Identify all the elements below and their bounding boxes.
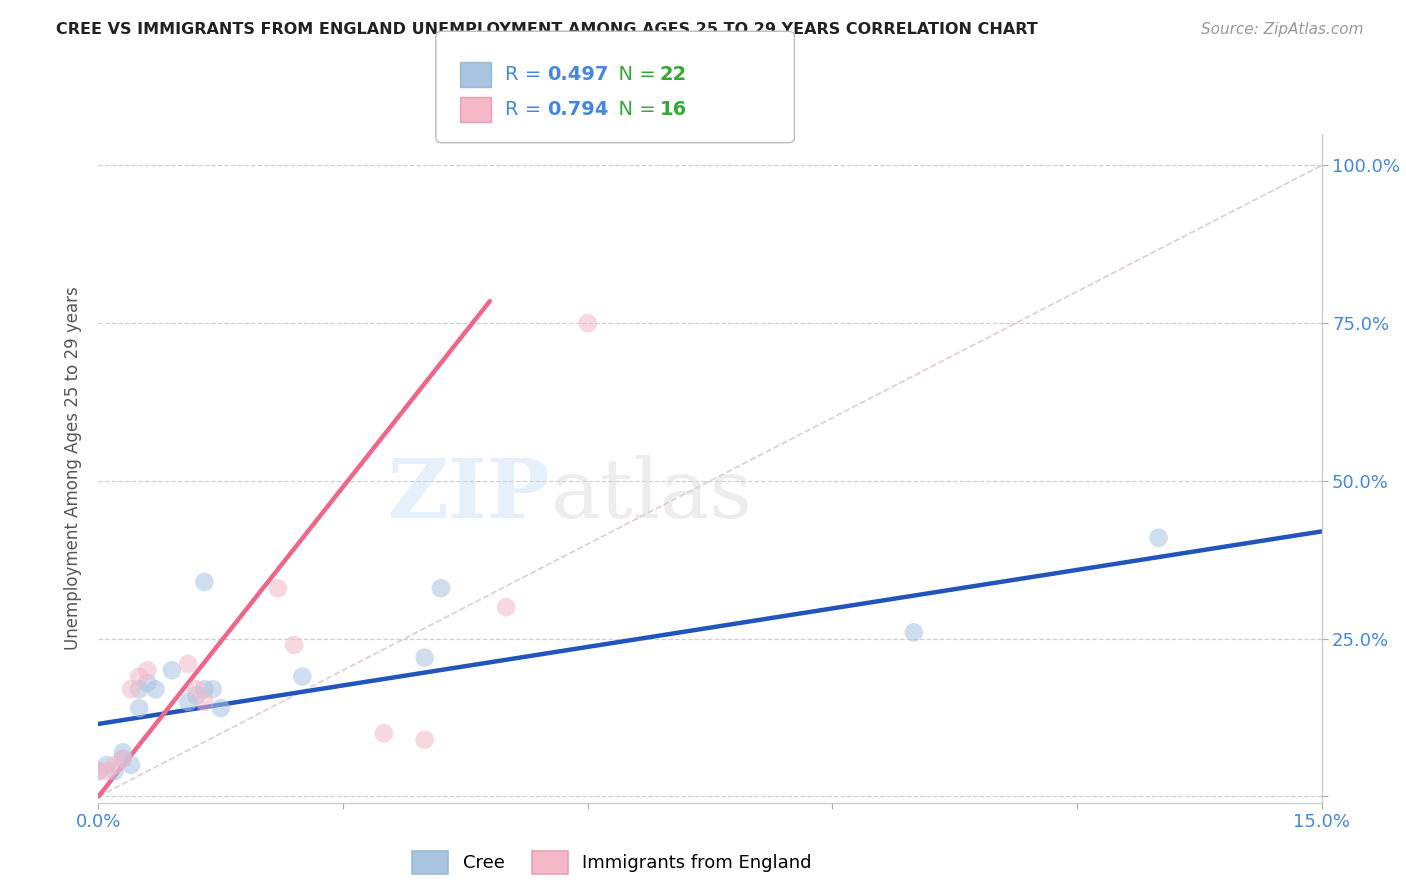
Point (413, 732, 436, 747)
Point (193, 574, 215, 589)
Point (177, 657, 200, 671)
Point (193, 695, 215, 709)
Point (186, 689, 208, 703)
Point (160, 663, 183, 677)
Point (96, 758, 118, 772)
Point (430, 581, 453, 595)
Y-axis label: Unemployment Among Ages 25 to 29 years: Unemployment Among Ages 25 to 29 years (63, 286, 82, 650)
Point (136, 663, 159, 677)
Point (136, 676, 159, 690)
Text: 22: 22 (659, 65, 686, 84)
Point (209, 701, 232, 715)
Text: 16: 16 (659, 100, 686, 119)
Point (104, 764, 127, 779)
Text: Source: ZipAtlas.com: Source: ZipAtlas.com (1201, 22, 1364, 37)
Point (373, 726, 395, 740)
Point (104, 758, 127, 772)
Point (177, 695, 200, 709)
Text: atlas: atlas (551, 455, 754, 535)
Point (145, 682, 167, 697)
Point (120, 758, 142, 772)
Text: N =: N = (606, 65, 662, 84)
Text: R =: R = (505, 100, 547, 119)
Point (283, 638, 305, 652)
Point (1147, 531, 1170, 545)
Point (111, 751, 134, 765)
Point (186, 682, 208, 697)
Legend: Cree, Immigrants from England: Cree, Immigrants from England (405, 844, 820, 880)
Point (413, 650, 436, 665)
Point (267, 581, 290, 595)
Point (128, 701, 150, 715)
Text: N =: N = (606, 100, 662, 119)
Point (495, 600, 517, 615)
Point (87, 764, 110, 779)
Point (903, 625, 925, 640)
Point (201, 682, 224, 697)
Point (120, 682, 142, 697)
Text: 0.794: 0.794 (547, 100, 609, 119)
Text: 0.497: 0.497 (547, 65, 609, 84)
Point (193, 682, 215, 697)
Point (111, 751, 134, 765)
Point (87, 764, 110, 779)
Point (291, 669, 314, 683)
Point (128, 682, 150, 697)
Text: CREE VS IMMIGRANTS FROM ENGLAND UNEMPLOYMENT AMONG AGES 25 TO 29 YEARS CORRELATI: CREE VS IMMIGRANTS FROM ENGLAND UNEMPLOY… (56, 22, 1038, 37)
Point (576, 316, 599, 330)
Text: ZIP: ZIP (388, 455, 551, 535)
Text: R =: R = (505, 65, 547, 84)
Point (96, 764, 118, 779)
Point (128, 669, 150, 683)
Point (111, 745, 134, 759)
